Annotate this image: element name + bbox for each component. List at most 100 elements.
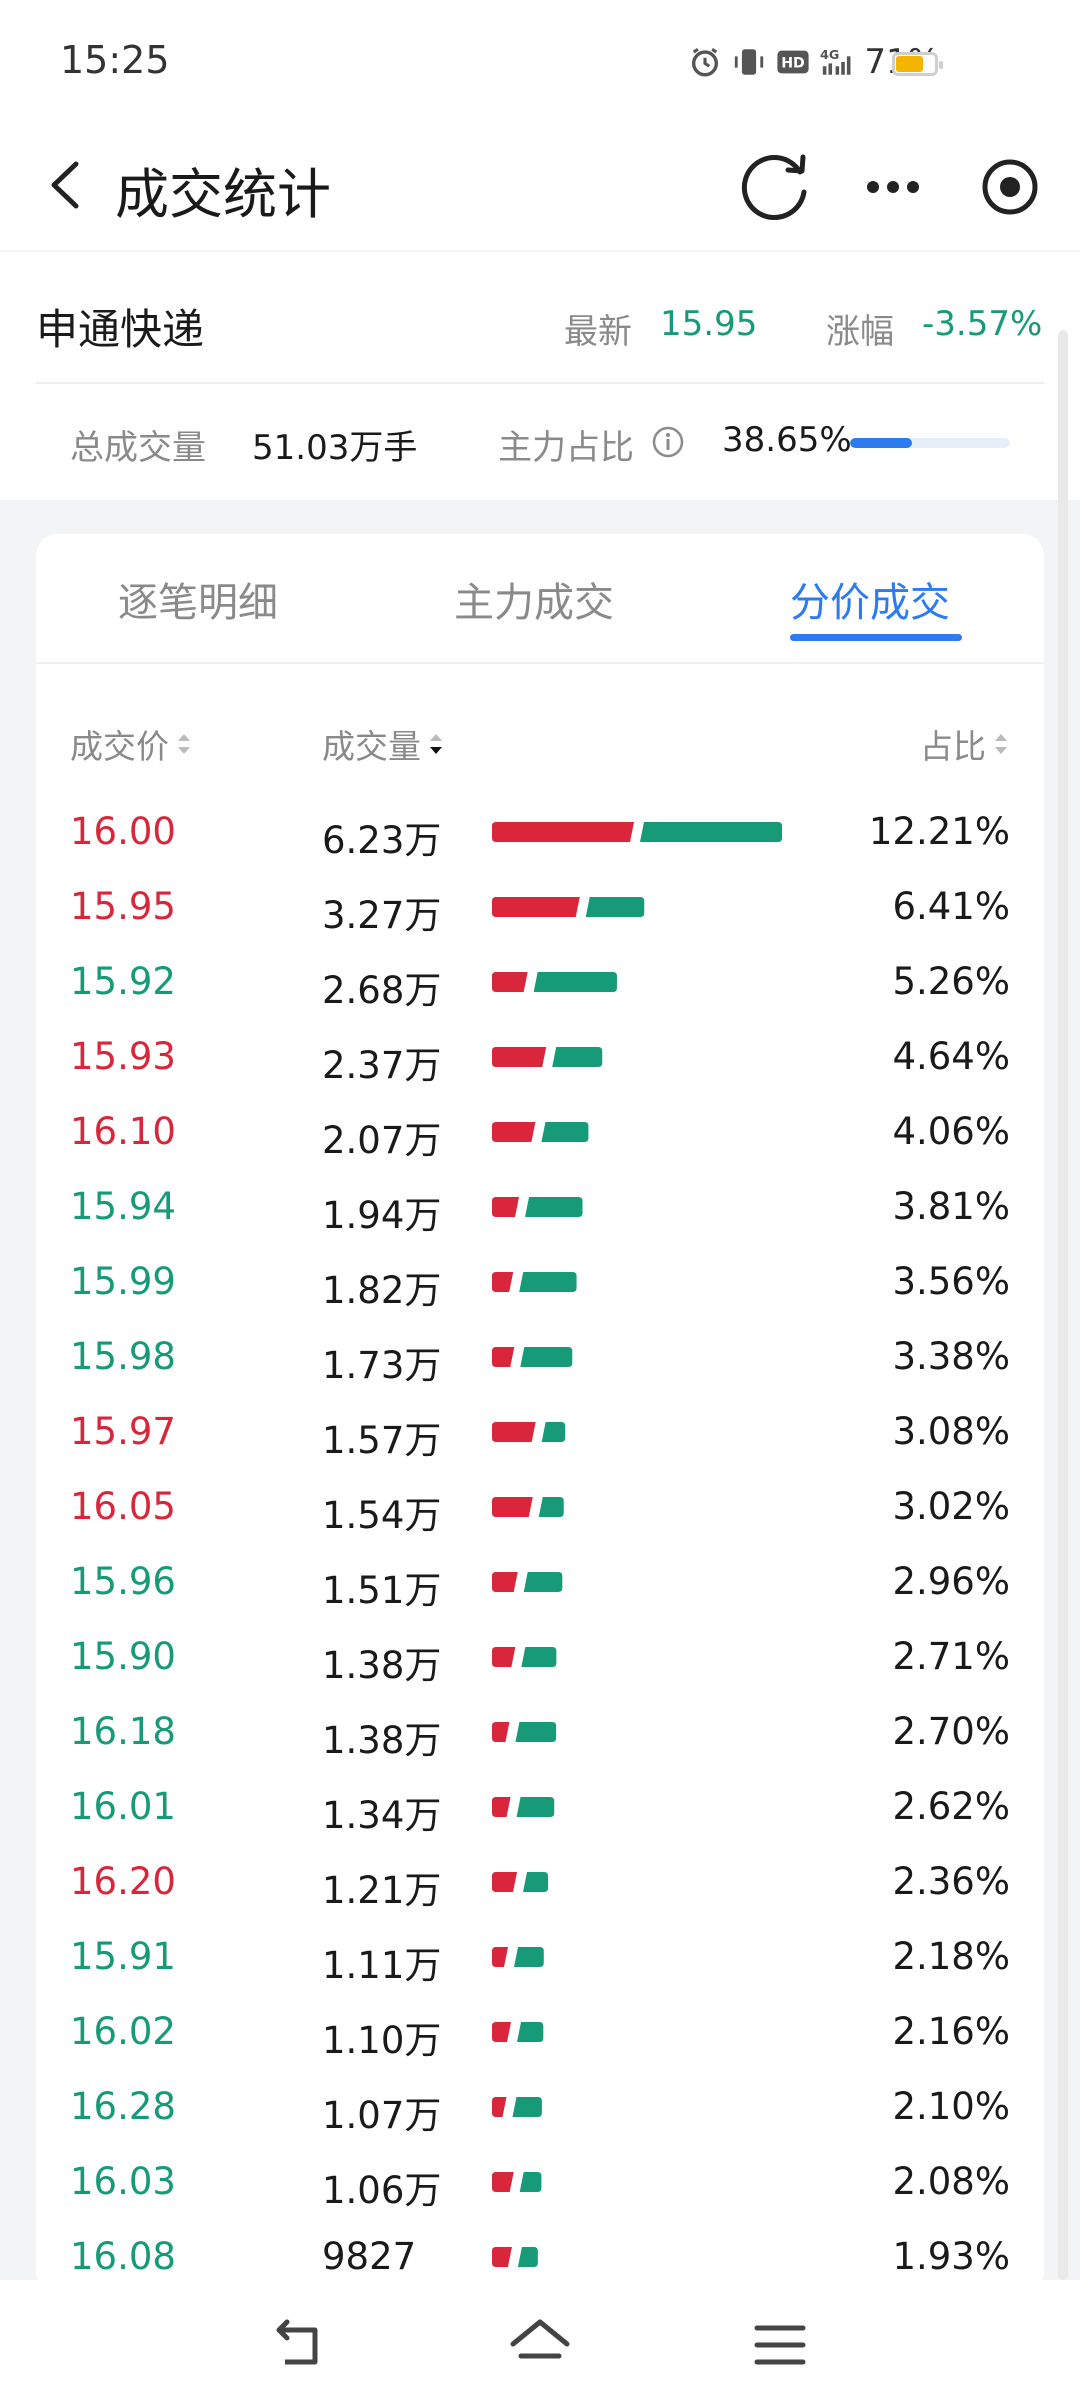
vibrate-icon (735, 49, 764, 75)
row-volume: 1.51万 (322, 1569, 442, 1612)
row-price: 16.02 (70, 2010, 176, 2053)
row-ratio: 3.38% (892, 1335, 1010, 1378)
divider (36, 382, 1044, 384)
row-volume-bar (492, 822, 782, 842)
column-price-header[interactable]: 成交价 (70, 720, 193, 768)
bar-buy-segment (492, 1947, 509, 1967)
mini-program-close-icon[interactable] (965, 142, 1055, 232)
bar-sell-segment (585, 897, 645, 917)
column-volume-header[interactable]: 成交量 (322, 720, 445, 768)
bar-sell-segment (541, 1422, 566, 1442)
row-price: 16.08 (70, 2235, 176, 2278)
table-row: 16.00 6.23万 12.21% (36, 796, 1044, 871)
row-volume: 3.27万 (322, 894, 442, 937)
row-price: 16.00 (70, 810, 176, 853)
row-volume: 1.82万 (322, 1269, 442, 1312)
app-header: 成交统计 (0, 120, 1080, 250)
bar-sell-segment (541, 1122, 589, 1142)
bar-sell-segment (533, 972, 617, 992)
row-volume: 1.10万 (322, 2019, 442, 2062)
change-value: -3.57% (922, 304, 1043, 344)
row-volume-bar (492, 2247, 538, 2267)
bar-buy-segment (492, 1647, 516, 1667)
row-volume-bar (492, 1197, 583, 1217)
row-ratio: 2.36% (892, 1860, 1010, 1903)
table-row: 16.08 9827 1.93% (36, 2221, 1044, 2296)
row-ratio: 5.26% (892, 960, 1010, 1003)
row-volume-bar (492, 897, 645, 917)
bar-buy-segment (492, 1797, 511, 1817)
bar-buy-segment (492, 1722, 510, 1742)
back-arrow-icon[interactable] (32, 150, 102, 220)
row-ratio: 3.08% (892, 1410, 1010, 1453)
main-ratio-label: 主力占比 (498, 428, 634, 468)
row-volume: 1.38万 (322, 1644, 442, 1687)
nav-back-icon[interactable] (265, 2310, 335, 2380)
bar-sell-segment (523, 1572, 563, 1592)
nav-menu-icon[interactable] (745, 2310, 815, 2380)
table-row: 15.98 1.73万 3.38% (36, 1321, 1044, 1396)
alarm-icon (692, 47, 719, 77)
row-volume-bar (492, 1572, 563, 1592)
row-volume: 1.11万 (322, 1944, 442, 1987)
change-label: 涨幅 (826, 312, 894, 352)
bar-sell-segment (523, 1872, 549, 1892)
more-icon[interactable] (848, 142, 938, 232)
column-price-label: 成交价 (70, 727, 169, 766)
row-price: 15.93 (70, 1035, 176, 1078)
bar-sell-segment (640, 822, 782, 842)
tab-price-deals[interactable]: 分价成交 (790, 580, 950, 626)
signal-4g-icon: 4G (820, 48, 851, 75)
column-ratio-header[interactable]: 占比 (920, 720, 1010, 768)
bar-buy-segment (492, 2022, 512, 2042)
nav-home-icon[interactable] (505, 2310, 575, 2380)
row-volume-bar (492, 1947, 544, 1967)
row-price: 16.10 (70, 1110, 176, 1153)
row-ratio: 1.93% (892, 2235, 1010, 2278)
info-icon[interactable] (650, 424, 686, 460)
status-time: 15:25 (60, 38, 170, 82)
table-row: 15.95 3.27万 6.41% (36, 871, 1044, 946)
bar-sell-segment (519, 2172, 542, 2192)
tab-tick-detail[interactable]: 逐笔明细 (118, 580, 278, 626)
bar-buy-segment (492, 822, 634, 842)
tab-main-deals[interactable]: 主力成交 (454, 580, 614, 626)
table-row: 15.99 1.82万 3.56% (36, 1246, 1044, 1321)
row-price: 15.91 (70, 1935, 176, 1978)
table-row: 16.02 1.10万 2.16% (36, 1996, 1044, 2071)
row-volume-bar (492, 972, 617, 992)
row-price: 16.05 (70, 1485, 176, 1528)
bar-buy-segment (492, 1497, 533, 1517)
row-price: 15.96 (70, 1560, 176, 1603)
row-volume: 1.73万 (322, 1344, 442, 1387)
svg-text:4G: 4G (820, 48, 839, 63)
row-ratio: 2.10% (892, 2085, 1010, 2128)
scrollbar[interactable] (1058, 330, 1068, 2280)
row-volume-bar (492, 1422, 566, 1442)
table-row: 16.03 1.06万 2.08% (36, 2146, 1044, 2221)
column-ratio-label: 占比 (920, 727, 986, 766)
bar-sell-segment (517, 2022, 544, 2042)
sort-icon (995, 734, 1007, 754)
price-deal-list: 16.00 6.23万 12.21% 15.95 3.27万 6.41% 15.92 2.68… (36, 796, 1044, 2296)
battery-icon (892, 52, 943, 76)
bar-sell-segment (525, 1197, 583, 1217)
bar-sell-segment (521, 1647, 557, 1667)
bar-sell-segment (514, 1947, 544, 1967)
bar-buy-segment (492, 1047, 547, 1067)
refresh-icon[interactable] (730, 142, 820, 232)
table-row: 15.97 1.57万 3.08% (36, 1396, 1044, 1471)
main-ratio-value: 38.65% (722, 420, 852, 460)
row-ratio: 4.64% (892, 1035, 1010, 1078)
table-row: 16.20 1.21万 2.36% (36, 1846, 1044, 1921)
table-row: 16.18 1.38万 2.70% (36, 1696, 1044, 1771)
bar-sell-segment (517, 2247, 538, 2267)
row-price: 15.99 (70, 1260, 176, 1303)
page-title: 成交统计 (115, 163, 331, 226)
row-ratio: 2.96% (892, 1560, 1010, 1603)
row-volume-bar (492, 1497, 564, 1517)
row-volume-bar (492, 1047, 603, 1067)
svg-text:HD: HD (782, 56, 806, 72)
row-price: 16.28 (70, 2085, 176, 2128)
main-ratio-bar (850, 438, 1010, 448)
